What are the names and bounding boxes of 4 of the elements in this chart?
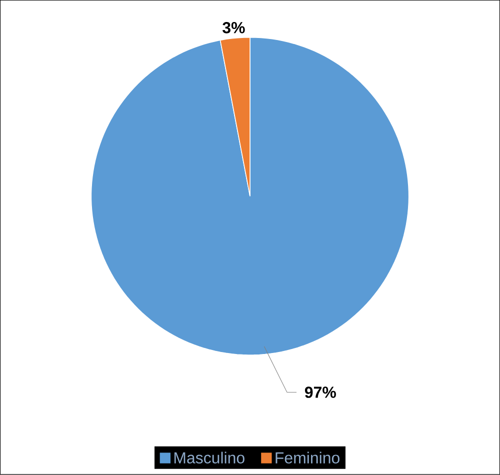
legend-label: Masculino [174, 452, 244, 464]
legend-label: Feminino [276, 452, 340, 464]
data-label: 3% [222, 22, 245, 34]
data-label: 97% [304, 386, 336, 398]
